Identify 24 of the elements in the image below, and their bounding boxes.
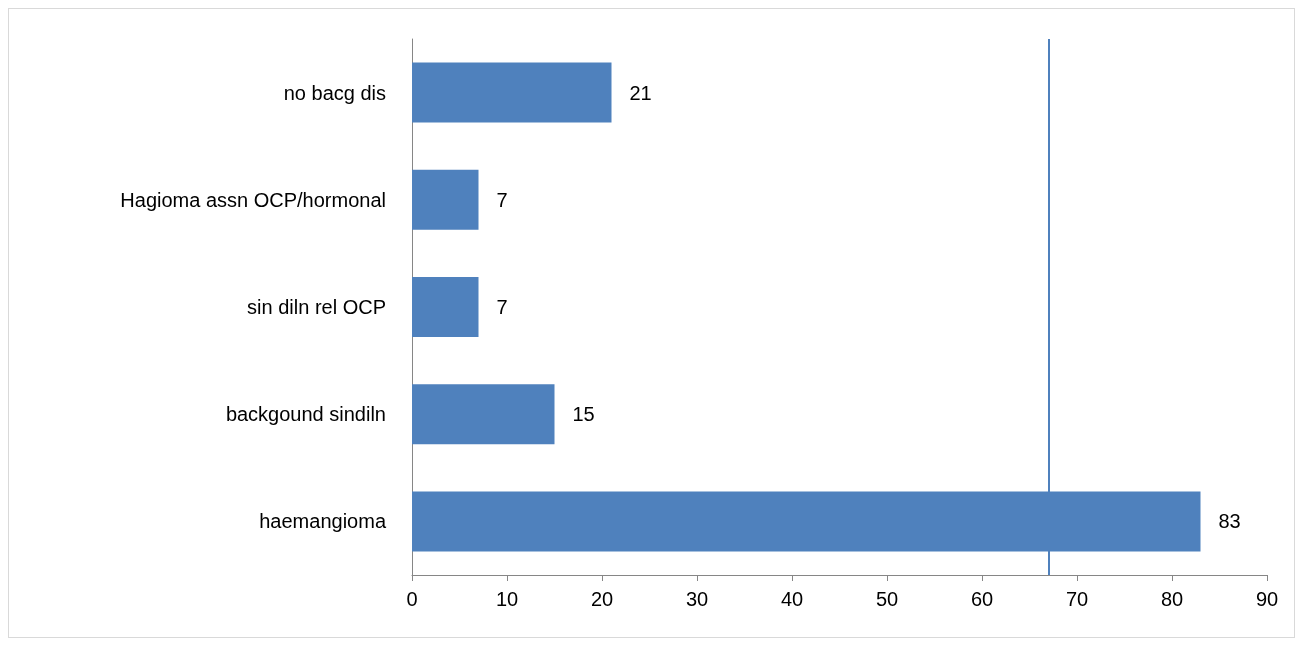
- x-tick-label: 50: [875, 588, 899, 610]
- y-tick-label: haemangioma: [259, 510, 387, 533]
- data-label: 21: [629, 81, 652, 104]
- y-tick-label: Hagioma assn OCP/hormonal: [120, 188, 386, 211]
- bar: [412, 276, 479, 338]
- x-tick-label: 30: [685, 588, 709, 610]
- data-label: 83: [1218, 510, 1241, 533]
- x-tick-label: 20: [590, 588, 614, 610]
- x-tick-label: 10: [495, 588, 519, 610]
- bar: [412, 384, 555, 445]
- y-tick-label: no bacg dis: [283, 81, 386, 104]
- data-label: 15: [572, 403, 595, 426]
- x-tick-label: 90: [1255, 588, 1279, 610]
- data-label: 7: [496, 188, 508, 211]
- data-label: 7: [496, 296, 508, 318]
- x-tick-label: 40: [780, 588, 804, 610]
- x-tick-label: 80: [1160, 588, 1184, 610]
- y-tick-label: sin diln rel OCP: [247, 296, 386, 318]
- y-tick-label: backgound sindiln: [225, 403, 386, 426]
- x-tick-label: 60: [970, 588, 994, 610]
- x-tick-label: 0: [406, 588, 418, 610]
- bar: [412, 169, 479, 230]
- bar: [412, 62, 612, 123]
- x-tick-label: 70: [1065, 588, 1089, 610]
